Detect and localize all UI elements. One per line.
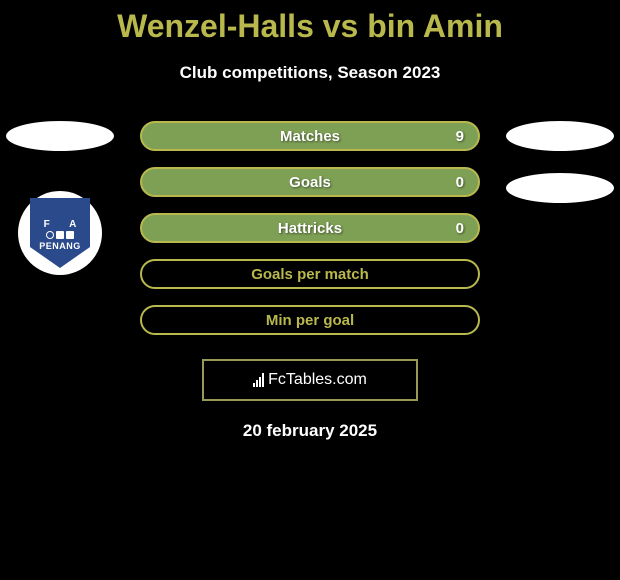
badge-letter-f: F xyxy=(44,219,50,230)
stat-bar-min-per-goal: Min per goal xyxy=(140,305,480,335)
stat-value-right: 0 xyxy=(456,220,464,237)
stat-label: Min per goal xyxy=(266,312,354,329)
left-column: F A PENANG xyxy=(0,121,120,275)
square-icon-1 xyxy=(56,231,64,239)
attribution-text: FcTables.com xyxy=(268,371,367,389)
stat-bar-matches: Matches 9 xyxy=(140,121,480,151)
stat-bar-goals: Goals 0 xyxy=(140,167,480,197)
stat-label: Goals per match xyxy=(251,266,369,283)
stats-column: Matches 9 Goals 0 Hattricks 0 Goals per match M… xyxy=(140,121,480,335)
club-badge-shield: F A PENANG xyxy=(30,198,90,268)
player-placeholder-left xyxy=(6,121,114,151)
page-title: Wenzel-Halls vs bin Amin xyxy=(0,8,620,45)
comparison-container: Wenzel-Halls vs bin Amin Club competitio… xyxy=(0,0,620,441)
badge-letter-a: A xyxy=(69,219,76,230)
stat-value-right: 9 xyxy=(456,128,464,145)
stat-label: Hattricks xyxy=(278,220,342,237)
badge-letters: F A xyxy=(30,216,90,230)
stat-label: Matches xyxy=(280,128,340,145)
right-column xyxy=(500,121,620,203)
stat-bar-hattricks: Hattricks 0 xyxy=(140,213,480,243)
stat-bar-goals-per-match: Goals per match xyxy=(140,259,480,289)
content-row: F A PENANG Matches9Goals0Hattricks0Goals… xyxy=(0,121,620,335)
ball-icon xyxy=(46,231,54,239)
player-placeholder-right-1 xyxy=(506,121,614,151)
date-text: 20 february 2025 xyxy=(0,421,620,441)
club-badge-left: F A PENANG xyxy=(18,191,102,275)
player-placeholder-right-2 xyxy=(506,173,614,203)
stat-value-right: 0 xyxy=(456,174,464,191)
chart-icon xyxy=(253,373,264,387)
badge-icons xyxy=(46,231,74,239)
attribution-box[interactable]: FcTables.com xyxy=(202,359,418,401)
badge-club-name: PENANG xyxy=(39,241,81,251)
stat-label: Goals xyxy=(289,174,331,191)
square-icon-2 xyxy=(66,231,74,239)
subtitle: Club competitions, Season 2023 xyxy=(0,63,620,83)
